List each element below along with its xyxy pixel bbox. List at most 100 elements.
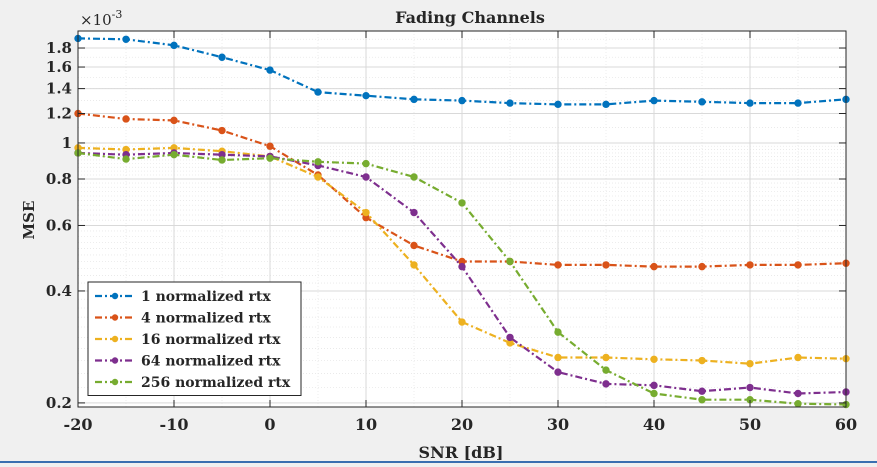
data-point: [506, 333, 514, 342]
chart-title: Fading Channels: [395, 8, 545, 27]
data-point: [794, 400, 802, 408]
data-point: [554, 261, 562, 269]
data-point: [554, 368, 562, 376]
legend: 1 normalized rtx 4 normalized rtx 16 norma…: [87, 281, 302, 396]
legend-marker: [111, 292, 119, 300]
legend-item: 16 normalized rtx: [95, 332, 281, 348]
x-tick-label: 60: [835, 415, 857, 434]
data-point: [602, 353, 610, 362]
series-1: [74, 34, 850, 109]
data-point: [362, 208, 370, 217]
y-exponent-label: ×10-3: [80, 8, 122, 29]
data-point: [266, 66, 274, 74]
data-point: [122, 155, 130, 163]
data-point: [218, 53, 226, 61]
x-tick-label: -20: [64, 415, 93, 434]
data-point: [218, 126, 226, 135]
legend-item: 4 normalized rtx: [95, 311, 271, 327]
x-tick-label: 20: [451, 415, 473, 434]
data-point: [554, 328, 562, 336]
x-axis-label: SNR [dB]: [419, 443, 504, 462]
x-tick-label: 10: [355, 415, 377, 434]
data-point: [746, 261, 754, 269]
legend-label: 4 normalized rtx: [141, 311, 271, 327]
data-point: [314, 158, 322, 166]
axis-ticks: [77, 31, 847, 407]
y-tick-label: 1.8: [46, 39, 72, 57]
data-point: [362, 159, 370, 168]
data-point: [746, 99, 754, 107]
data-point: [794, 261, 802, 269]
y-tick-label: 0.4: [46, 282, 72, 300]
x-tick-label: 30: [547, 415, 569, 434]
y-tick-label: 1.4: [46, 80, 72, 98]
legend-label: 64 normalized rtx: [141, 354, 281, 370]
y-exponent-power: -3: [112, 8, 123, 21]
legend-box: [87, 281, 302, 396]
data-point: [650, 389, 658, 398]
data-point: [170, 150, 178, 159]
x-tick-label: -10: [160, 415, 189, 434]
series-layer: [74, 34, 850, 409]
data-point: [698, 396, 706, 404]
y-tick-label: 1.6: [46, 58, 72, 76]
window-bottom-border: [0, 461, 877, 463]
legend-label: 256 normalized rtx: [141, 375, 291, 391]
data-point: [698, 356, 706, 365]
data-point: [794, 99, 802, 107]
data-point: [794, 389, 802, 398]
x-tick-label: 0: [264, 415, 275, 434]
data-point: [410, 95, 418, 104]
series-5: [74, 149, 850, 409]
data-point: [266, 154, 274, 162]
data-point: [602, 366, 610, 374]
data-point: [362, 91, 370, 100]
legend-marker: [111, 357, 119, 364]
data-point: [650, 381, 658, 390]
data-point: [602, 380, 610, 388]
x-tick-label: 40: [643, 415, 665, 434]
data-point: [458, 96, 466, 105]
data-point: [506, 99, 514, 107]
data-point: [170, 116, 178, 125]
data-point: [458, 199, 466, 207]
data-point: [122, 35, 130, 43]
data-point: [506, 257, 514, 266]
x-tick-label: 50: [739, 415, 761, 434]
legend-marker: [111, 378, 119, 386]
data-point: [458, 262, 466, 271]
data-point: [602, 261, 610, 269]
data-point: [410, 261, 418, 269]
y-tick-label: 1.2: [46, 105, 72, 123]
legend-item: 256 normalized rtx: [95, 375, 291, 391]
data-point: [698, 262, 706, 271]
legend-label: 1 normalized rtx: [141, 289, 271, 305]
data-point: [794, 353, 802, 362]
data-point: [554, 353, 562, 362]
data-point: [698, 387, 706, 395]
legend-label: 16 normalized rtx: [141, 332, 281, 348]
y-tick-label: 0.6: [46, 216, 72, 234]
y-tick-label: 0.2: [46, 394, 72, 412]
data-point: [410, 241, 418, 250]
legend-marker: [111, 335, 119, 343]
y-tick-label: 0.8: [46, 170, 72, 188]
data-point: [314, 173, 322, 181]
data-point: [650, 262, 658, 271]
data-point: [746, 383, 754, 392]
data-point: [170, 41, 178, 50]
data-point: [698, 98, 706, 106]
legend-item: 64 normalized rtx: [95, 354, 281, 370]
data-point: [746, 359, 754, 368]
data-point: [554, 100, 562, 109]
y-tick-labels: 0.2 0.4 0.6 0.8 1 1.2 1.4 1.61.8: [46, 39, 72, 412]
x-tick-labels: -20 -10 0 10 20 30 40 50 60: [64, 415, 858, 434]
data-point: [650, 355, 658, 363]
data-point: [650, 96, 658, 105]
data-point: [458, 318, 466, 326]
y-tick-label: 1: [62, 134, 72, 152]
legend-item: 1 normalized rtx: [95, 289, 271, 305]
data-point: [122, 115, 130, 123]
data-point: [266, 142, 274, 150]
